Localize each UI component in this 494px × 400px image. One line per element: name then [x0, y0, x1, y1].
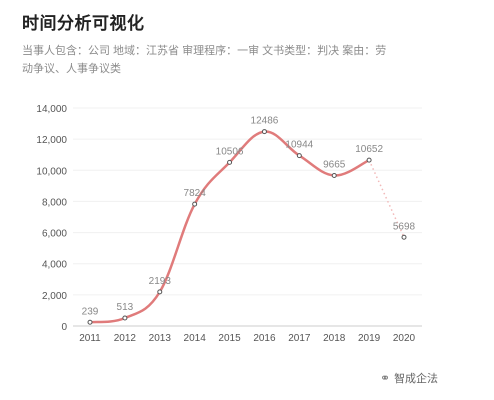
y-tick-label: 14,000 — [36, 104, 67, 115]
wechat-icon: ⚭ — [380, 371, 391, 385]
x-tick-label: 2011 — [79, 333, 101, 344]
data-point — [366, 157, 372, 163]
y-tick-label: 0 — [61, 322, 67, 333]
x-tick-label: 2014 — [184, 333, 207, 344]
data-label: 10652 — [355, 144, 383, 155]
x-tick-label: 2013 — [149, 333, 172, 344]
y-tick-label: 12,000 — [36, 135, 67, 146]
x-tick-label: 2017 — [288, 333, 311, 344]
x-tick-label: 2016 — [253, 333, 276, 344]
data-point — [331, 173, 337, 179]
data-point — [87, 319, 93, 325]
x-tick-label: 2019 — [358, 333, 381, 344]
data-label: 513 — [117, 302, 134, 313]
y-tick-label: 6,000 — [42, 229, 67, 240]
y-tick-label: 2,000 — [42, 291, 67, 302]
x-tick-label: 2012 — [114, 333, 137, 344]
data-label: 239 — [82, 306, 99, 317]
data-point — [157, 289, 163, 295]
data-point — [296, 153, 302, 159]
chart-title: 时间分析可视化 — [22, 14, 145, 33]
y-tick-label: 8,000 — [42, 197, 67, 208]
x-tick-label: 2020 — [393, 333, 416, 344]
x-tick-label: 2018 — [323, 333, 346, 344]
filter-description: 当事人包含：公司 地域：江苏省 审理程序：一审 文书类型：判决 案由：劳动争议、… — [22, 45, 387, 75]
x-tick-label: 2015 — [218, 333, 241, 344]
data-point — [192, 201, 198, 207]
data-label: 9665 — [323, 160, 346, 171]
data-point — [122, 315, 128, 321]
data-label: 10944 — [285, 140, 313, 151]
data-label: 10506 — [216, 146, 244, 157]
y-tick-label: 4,000 — [42, 260, 67, 271]
data-label: 7824 — [184, 188, 207, 199]
watermark: ⚭ 智成企法 — [380, 370, 438, 386]
data-point — [261, 129, 267, 135]
data-point — [227, 159, 233, 165]
data-label: 5698 — [393, 221, 416, 232]
series-line-dotted — [368, 159, 405, 238]
y-tick-label: 10,000 — [36, 166, 67, 177]
watermark-text: 智成企法 — [394, 373, 439, 385]
data-label: 12486 — [251, 116, 279, 127]
data-label: 2193 — [149, 276, 172, 287]
data-point — [401, 234, 407, 240]
